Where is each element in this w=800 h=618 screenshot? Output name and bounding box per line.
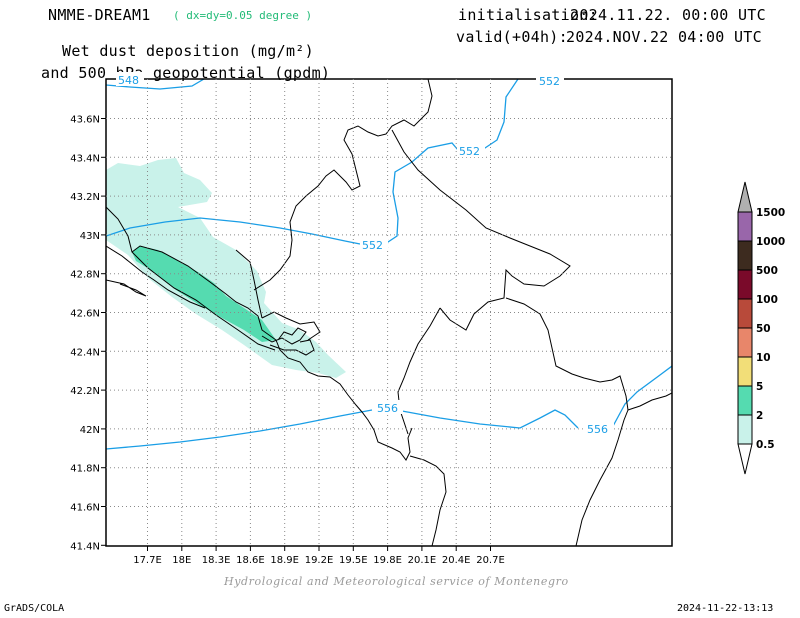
contour-label: 552 — [362, 239, 383, 252]
lon-tick-label: 19.5E — [339, 555, 368, 566]
legend-swatch — [737, 298, 753, 329]
valid-value: 2024.NOV.22 04:00 UTC — [566, 28, 762, 46]
timestamp-label: 2024-11-22-13:13 — [677, 603, 774, 614]
contour-label: 552 — [459, 145, 480, 158]
legend-colorbar: 1500 1000 500 100 50 10 5 2 0.5 — [737, 181, 785, 475]
lon-tick-label: 20.1E — [408, 555, 437, 566]
contour-label: 548 — [118, 74, 139, 87]
legend-swatch — [737, 211, 753, 242]
contour-556 — [106, 365, 672, 450]
resolution-note: ( dx=dy=0.05 degree ) — [173, 9, 313, 22]
contour-label: 556 — [587, 423, 608, 436]
legend-swatch — [737, 269, 753, 300]
software-label: GrADS/COLA — [4, 603, 65, 614]
lat-tick-label: 43.2N — [70, 192, 100, 203]
contour-552-north — [106, 79, 519, 245]
lon-tick-label: 20.7E — [476, 555, 505, 566]
lon-tick-label: 18.9E — [270, 555, 299, 566]
dust-area-medium — [132, 246, 276, 342]
lon-tick-label: 19.2E — [305, 555, 334, 566]
lon-tick-label: 20.4E — [442, 555, 471, 566]
lat-tick-label: 43N — [80, 231, 100, 242]
legend-label: 0.5 — [756, 439, 775, 451]
legend-label: 50 — [756, 323, 771, 335]
lat-tick-label: 42.2N — [70, 386, 100, 397]
contour-548 — [106, 79, 205, 90]
legend-bottom-arrow — [737, 443, 753, 475]
lat-tick-label: 41.6N — [70, 503, 100, 514]
legend-swatch — [737, 240, 753, 271]
country-borders — [106, 79, 672, 546]
init-value: 2024.11.22. 00:00 UTC — [570, 6, 766, 24]
legend-label: 500 — [756, 265, 778, 277]
lon-tick-label: 18.3E — [202, 555, 231, 566]
legend-label: 10 — [756, 352, 771, 364]
legend-swatch — [737, 385, 753, 416]
contour-labels: 548 552 552 552 556 556 — [116, 72, 614, 436]
legend-label: 2 — [756, 410, 763, 422]
valid-label: valid(+04h): — [456, 28, 568, 46]
init-label: initialisation: — [458, 6, 598, 24]
legend-swatch — [737, 356, 753, 387]
lat-tick-label: 42.8N — [70, 270, 100, 281]
lat-tick-label: 43.6N — [70, 115, 100, 126]
lon-tick-label: 17.7E — [133, 555, 162, 566]
contour-label: 556 — [377, 402, 398, 415]
lat-tick-label: 42.6N — [70, 309, 100, 320]
lon-tick-label: 18E — [172, 555, 191, 566]
model-name: NMME-DREAM1 — [48, 6, 151, 24]
lat-tick-label: 41.8N — [70, 464, 100, 475]
lat-tick-label: 42.4N — [70, 347, 100, 358]
tick-labels: 17.7E 18E 18.3E 18.6E 18.9E 19.2E 19.5E 19.8E 20… — [70, 115, 505, 567]
lat-tick-label: 41.4N — [70, 541, 100, 552]
dust-area-light — [106, 158, 346, 378]
legend-label: 5 — [756, 381, 763, 393]
legend-label: 1500 — [756, 207, 785, 219]
legend-label: 1000 — [756, 236, 785, 248]
legend-swatch — [737, 414, 753, 445]
gridlines — [106, 79, 672, 546]
lat-tick-label: 43.4N — [70, 153, 100, 164]
legend-top-arrow — [737, 181, 753, 213]
title-line1: Wet dust deposition (mg/m²) — [62, 42, 314, 60]
lon-tick-label: 18.6E — [236, 555, 265, 566]
lon-tick-label: 19.8E — [373, 555, 402, 566]
contour-label: 552 — [539, 75, 560, 88]
legend-swatch — [737, 327, 753, 358]
legend-label: 100 — [756, 294, 778, 306]
lat-tick-label: 42N — [80, 425, 100, 436]
credit-text: Hydrological and Meteorological service … — [224, 575, 569, 588]
